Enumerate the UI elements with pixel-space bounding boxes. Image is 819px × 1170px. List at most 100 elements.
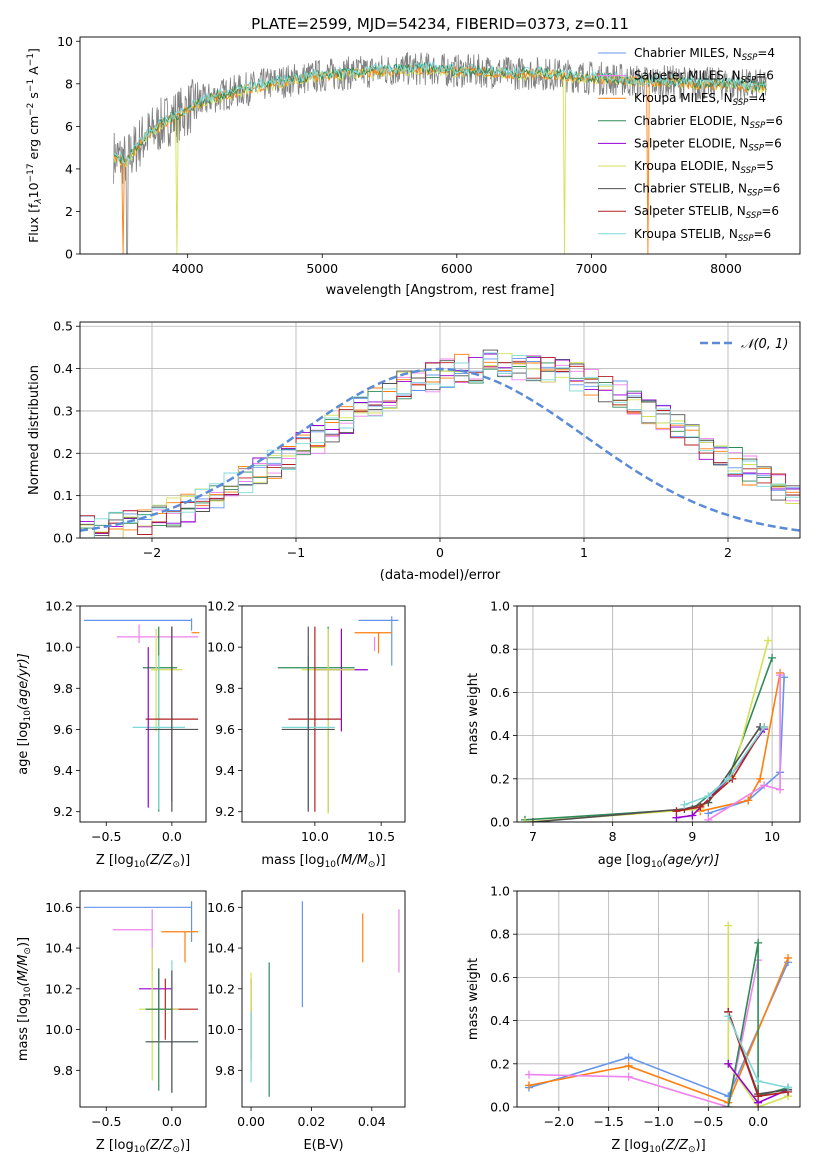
- y-tick-label: 9.6: [215, 722, 235, 737]
- weight-marker-kroupa_miles: [744, 796, 753, 805]
- legend-text: Salpeter ELODIE, N: [634, 136, 748, 150]
- weight-marker-chabrier_elodie: [768, 653, 777, 662]
- y-label-sun: ⊙: [23, 947, 33, 955]
- y-tick-label: 10.2: [207, 599, 235, 614]
- x-label-post: (Z/Z: [145, 1138, 173, 1153]
- weight-marker-salpeter_elodie: [724, 1059, 733, 1068]
- y-axis-label: age [log10(age/yr)]: [16, 653, 33, 775]
- x-tick-label: 7000: [575, 261, 607, 276]
- y-label-post: (M/M: [16, 955, 31, 987]
- weight-marker-salpeter_miles: [624, 1072, 633, 1081]
- weight-line-salpeter_stelib: [676, 726, 765, 812]
- x-tick-label: 4000: [172, 261, 204, 276]
- x-label-end: )]: [180, 853, 190, 868]
- chart-title: PLATE=2599, MJD=54234, FIBERID=0373, z=0…: [251, 15, 629, 33]
- weight-line-chabrier_elodie: [524, 657, 773, 821]
- x-label-pre: Z [log: [96, 1138, 134, 1153]
- x-tick-label: 9: [688, 829, 696, 844]
- x-tick-label: −1.0: [643, 1114, 673, 1129]
- x-label-sun: ⊙: [688, 1145, 696, 1155]
- weight-marker-chabrier_elodie: [724, 1103, 733, 1107]
- normal-distribution-curve: [80, 367, 800, 532]
- panel-spectrum: 4000 5000 6000 7000 8000 0 2 4 6 8 10 wavelength [A…: [26, 34, 801, 298]
- weight-line-kroupa_elodie: [524, 640, 769, 822]
- y-tick-label: 9.8: [53, 1063, 73, 1078]
- weight-marker-kroupa_stelib: [680, 800, 689, 809]
- y-label-j: −1: [26, 53, 36, 66]
- axes-frame: [79, 605, 207, 823]
- y-tick-label: 0.5: [53, 319, 73, 334]
- x-tick-label: 0.0: [748, 1114, 768, 1129]
- y-label-g: s: [26, 92, 41, 103]
- x-tick-label: −0.5: [91, 829, 121, 844]
- x-tick-label: −2: [143, 545, 161, 560]
- x-tick-label: 8: [609, 829, 617, 844]
- weight-marker-kroupa_stelib: [704, 792, 713, 801]
- y-tick-label: 10.2: [45, 599, 73, 614]
- legend-sub: SSP: [738, 234, 754, 244]
- errorbar-chabrier_miles: [358, 616, 399, 666]
- legend-label-kroupa_miles: Kroupa MILES, NSSP=4: [634, 91, 766, 108]
- legend-text: Chabrier STELIB, N: [634, 182, 747, 196]
- y-label-k: ]: [26, 48, 41, 53]
- weight-marker-salpeter_stelib: [696, 802, 705, 811]
- legend-n: =6: [764, 136, 782, 150]
- axes-frame: [79, 36, 801, 255]
- y-tick-label: 10.4: [207, 941, 235, 956]
- weight-marker-kroupa_elodie: [724, 921, 733, 930]
- x-tick-label: −0.5: [693, 1114, 723, 1129]
- x-label-post: (Z/Z: [661, 1138, 689, 1153]
- legend-n: =6: [765, 114, 783, 128]
- weight-marker-kroupa_miles: [524, 1081, 533, 1090]
- legend-label-chabrier_elodie: Chabrier ELODIE, NSSP=6: [634, 114, 783, 131]
- y-tick-label: 10.0: [207, 1022, 235, 1037]
- y-tick-label: 0.8: [490, 927, 510, 942]
- panel-mass_weight_vs_Z: −2.0 −1.5 −1.0 −0.5 0.0 0.0 0.2 0.4 0.6 0.8 1.0 Z […: [466, 884, 801, 1155]
- x-tick-label: 0.0: [162, 1114, 182, 1129]
- plot-area-age_vs_mass: [277, 616, 399, 814]
- plot-area-age_vs_Z: [83, 618, 200, 812]
- x-tick-label: 10.5: [367, 829, 395, 844]
- weight-marker-kroupa_stelib: [724, 774, 733, 783]
- x-tick-label: 0.04: [358, 1114, 386, 1129]
- y-label-h: −1: [26, 79, 36, 92]
- plot-area-mass_weight_vs_Z: [524, 921, 793, 1107]
- y-tick-label: 2: [65, 204, 73, 219]
- panel-mass_vs_Z: −0.5 0.09.810.010.210.410.6Z [log10(Z/Z⊙)…: [16, 890, 207, 1155]
- legend-text: Chabrier MILES, N: [634, 46, 742, 60]
- errorbar-chabrier_stelib: [281, 626, 335, 812]
- x-label-sub: 10: [134, 860, 146, 870]
- plot-area-spectrum: [113, 52, 767, 254]
- y-axis-label: mass weight: [466, 958, 481, 1040]
- weight-marker-chabrier_stelib: [528, 818, 537, 822]
- x-label-pre: mass [log: [261, 853, 324, 868]
- legend-n: =6: [761, 204, 779, 218]
- y-tick-label: 0: [65, 247, 73, 262]
- weight-marker-kroupa_stelib: [754, 1077, 763, 1086]
- errorbar-kroupa_elodie: [301, 628, 355, 814]
- legend-text: Chabrier ELODIE, N: [634, 114, 750, 128]
- x-label-pre: age [log: [598, 853, 651, 868]
- weight-marker-kroupa_elodie: [520, 818, 529, 822]
- errorbar-kroupa_stelib: [132, 655, 185, 810]
- x-axis-label: age [log10(age/yr)]: [598, 853, 720, 870]
- weight-marker-salpeter_miles: [704, 815, 713, 822]
- y-tick-label: 9.6: [53, 722, 73, 737]
- y-tick-label: 10.6: [207, 900, 235, 915]
- legend-sub: SSP: [750, 121, 766, 131]
- x-axis-label: E(B-V): [303, 1138, 343, 1153]
- legend-n: =6: [754, 227, 772, 241]
- x-axis-label: mass [log10(M/M⊙)]: [261, 853, 385, 870]
- y-tick-label: 0.2: [490, 1056, 510, 1071]
- y-label-d: −17: [26, 163, 36, 182]
- y-tick-label: 9.8: [215, 681, 235, 696]
- histogram-salpeter_miles: [80, 354, 800, 538]
- x-label-sun: ⊙: [172, 860, 180, 870]
- x-label-sub: 10: [649, 1145, 661, 1155]
- legend-n: =6: [763, 182, 781, 196]
- y-tick-label: 10.2: [45, 981, 73, 996]
- model-spectrum-kroupa_stelib: [113, 61, 767, 164]
- weight-marker-kroupa_miles: [756, 774, 765, 783]
- x-tick-label: 5000: [306, 261, 338, 276]
